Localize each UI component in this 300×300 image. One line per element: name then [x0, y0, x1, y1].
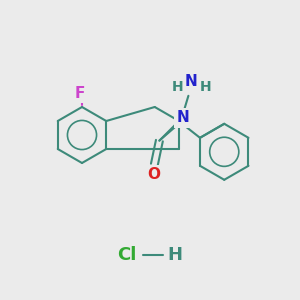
Text: F: F [75, 85, 85, 100]
Text: Cl: Cl [117, 246, 137, 264]
Text: N: N [185, 74, 198, 89]
Text: H: H [167, 246, 182, 264]
Text: N: N [177, 110, 189, 125]
Text: H: H [172, 80, 183, 94]
Text: H: H [200, 80, 211, 94]
Text: O: O [147, 167, 160, 182]
